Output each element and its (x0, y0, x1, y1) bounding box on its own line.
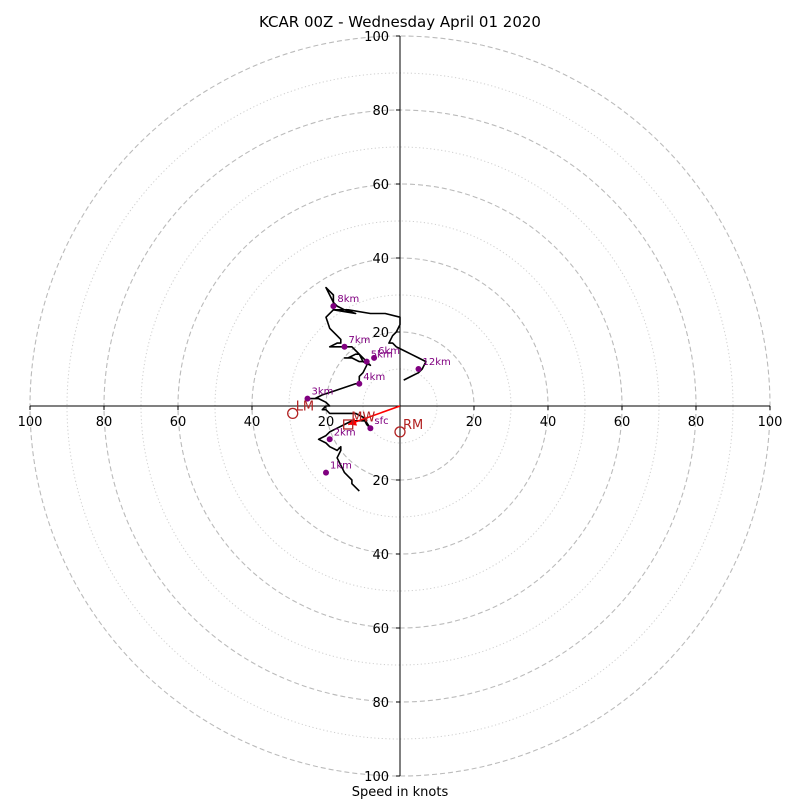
x-axis-label: Speed in knots (352, 785, 449, 800)
storm-motion-label-RM: RM (403, 418, 423, 433)
level-marker-3km (304, 395, 311, 402)
hodograph-trace-group (306, 286, 427, 492)
level-marker-4km (356, 380, 363, 387)
storm-motion-label-MW: MW (351, 411, 375, 426)
level-marker-6km (371, 354, 378, 361)
y-tick-label: 40 (372, 548, 389, 563)
x-tick-label: 80 (96, 415, 113, 430)
x-tick-label: 80 (688, 415, 705, 430)
level-label-6km: 6km (378, 346, 400, 357)
level-label-12km: 12km (423, 357, 451, 368)
x-tick-label: 40 (244, 415, 261, 430)
x-tick-label: 60 (614, 415, 631, 430)
x-tick-label: 100 (758, 415, 783, 430)
y-tick-label: 80 (372, 104, 389, 119)
level-label-1km: 1km (330, 461, 352, 472)
y-tick-label: 60 (372, 178, 389, 193)
y-tick-label: 20 (372, 474, 389, 489)
level-marker-2km (326, 436, 333, 443)
x-tick-label: 100 (18, 415, 43, 430)
level-marker-5km (363, 358, 370, 365)
storm-motion-label-LM: LM (296, 399, 314, 414)
level-label-4km: 4km (363, 372, 385, 383)
level-marker-1km (323, 469, 329, 476)
y-tick-label: 40 (372, 252, 389, 267)
y-tick-label: 80 (372, 696, 389, 711)
mean-wind-vector (347, 405, 401, 426)
storm-motion-marker-MW (343, 419, 354, 430)
level-marker-8km (330, 303, 337, 310)
storm-motion-marker-RM (394, 426, 406, 438)
chart-title: KCAR 00Z - Wednesday April 01 2020 (259, 13, 541, 31)
x-tick-label: 60 (170, 415, 187, 430)
x-tick-label: 20 (318, 415, 335, 430)
storm-motion-marker-LM (287, 407, 299, 420)
tick-labels: 100 100 80 80 60 60 40 40 20 20 20 20 40 40 60 60 80 80 10… (18, 30, 783, 785)
level-label-2km: 2km (334, 427, 356, 438)
y-tick-label: 60 (372, 622, 389, 637)
level-label-sfc: sfc (374, 416, 388, 427)
level-label-7km: 7km (349, 335, 371, 346)
level-label-3km: 3km (312, 387, 334, 398)
level-label-5km: 5km (371, 350, 393, 361)
y-tick-label: 20 (372, 326, 389, 341)
y-tick-label: 100 (364, 30, 389, 45)
y-tick-label: 100 (364, 770, 389, 785)
level-marker-12km (415, 366, 422, 372)
level-marker-7km (341, 343, 348, 350)
x-tick-label: 20 (466, 415, 483, 430)
level-marker-sfc (367, 425, 374, 432)
x-tick-label: 40 (540, 415, 557, 430)
hodograph-trace (306, 286, 427, 492)
storm-motion-markers: RM LM MW (287, 399, 423, 438)
level-label-8km: 8km (337, 294, 359, 305)
